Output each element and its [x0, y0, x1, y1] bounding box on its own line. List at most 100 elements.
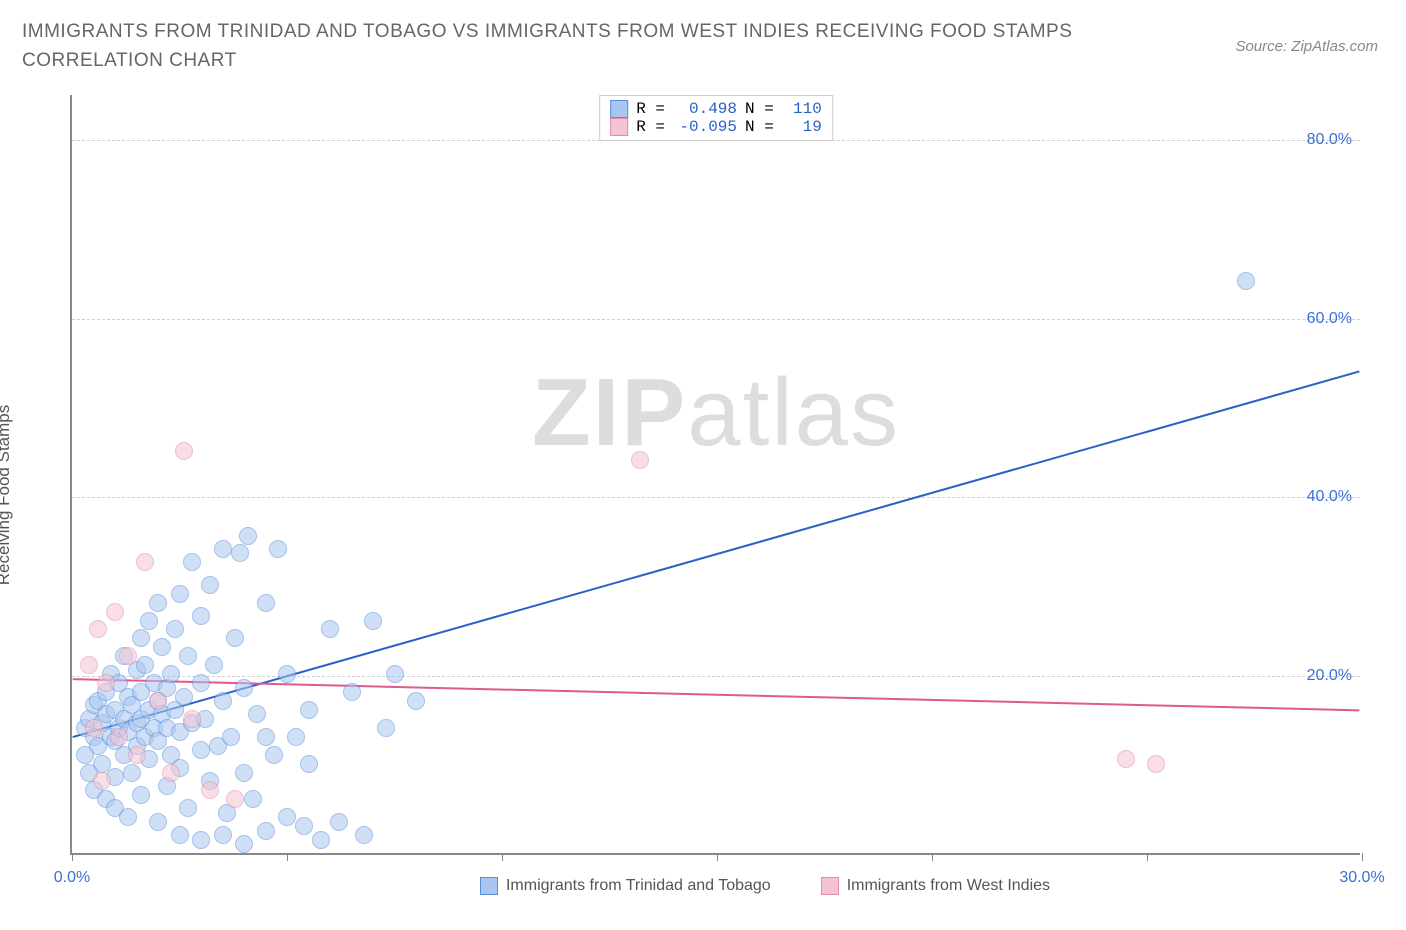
data-point: [153, 638, 171, 656]
data-point: [123, 764, 141, 782]
y-tick-label: 20.0%: [1307, 667, 1352, 685]
r-label-1: R =: [636, 100, 665, 118]
data-point: [132, 786, 150, 804]
trend-line: [73, 371, 1360, 737]
y-tick-label: 80.0%: [1307, 131, 1352, 149]
data-point: [192, 607, 210, 625]
r-value-1: 0.498: [673, 100, 737, 118]
x-tick: [1362, 853, 1363, 861]
data-point: [162, 764, 180, 782]
data-point: [80, 656, 98, 674]
swatch-series-2: [610, 118, 628, 136]
data-point: [226, 790, 244, 808]
data-point: [1117, 750, 1135, 768]
data-point: [257, 728, 275, 746]
data-point: [192, 741, 210, 759]
data-point: [171, 826, 189, 844]
plot-area: ZIPatlas R = 0.498 N = 110 R = -0.095 N …: [70, 95, 1360, 855]
x-tick-label: 30.0%: [1339, 869, 1384, 887]
r-label-2: R =: [636, 118, 665, 136]
legend-label-1: Immigrants from Trinidad and Tobago: [506, 877, 771, 895]
legend-item-2: Immigrants from West Indies: [821, 877, 1050, 895]
data-point: [226, 629, 244, 647]
r-value-2: -0.095: [673, 118, 737, 136]
data-point: [119, 647, 137, 665]
data-point: [235, 679, 253, 697]
legend-label-2: Immigrants from West Indies: [847, 877, 1050, 895]
data-point: [132, 629, 150, 647]
data-point: [201, 781, 219, 799]
n-label-1: N =: [745, 100, 774, 118]
x-tick: [502, 853, 503, 861]
chart-title: IMMIGRANTS FROM TRINIDAD AND TOBAGO VS I…: [22, 18, 1122, 75]
data-point: [166, 620, 184, 638]
x-tick: [717, 853, 718, 861]
data-point: [278, 665, 296, 683]
data-point: [295, 817, 313, 835]
data-point: [214, 692, 232, 710]
data-point: [287, 728, 305, 746]
y-axis-title: Receiving Food Stamps: [0, 405, 14, 585]
data-point: [149, 692, 167, 710]
data-point: [257, 822, 275, 840]
data-point: [244, 790, 262, 808]
data-point: [175, 442, 193, 460]
data-point: [355, 826, 373, 844]
data-point: [183, 710, 201, 728]
data-point: [343, 683, 361, 701]
source-label: Source: ZipAtlas.com: [1235, 38, 1378, 55]
data-point: [377, 719, 395, 737]
data-point: [257, 594, 275, 612]
data-point: [239, 527, 257, 545]
n-label-2: N =: [745, 118, 774, 136]
data-point: [179, 647, 197, 665]
stats-row-1: R = 0.498 N = 110: [610, 100, 822, 118]
data-point: [269, 540, 287, 558]
y-tick-label: 40.0%: [1307, 488, 1352, 506]
n-value-2: 19: [782, 118, 822, 136]
stats-row-2: R = -0.095 N = 19: [610, 118, 822, 136]
data-point: [128, 746, 146, 764]
x-tick: [287, 853, 288, 861]
data-point: [136, 656, 154, 674]
data-point: [140, 612, 158, 630]
data-point: [119, 808, 137, 826]
data-point: [205, 656, 223, 674]
data-point: [231, 544, 249, 562]
x-tick: [932, 853, 933, 861]
data-point: [201, 576, 219, 594]
data-point: [300, 755, 318, 773]
y-tick-label: 60.0%: [1307, 310, 1352, 328]
data-point: [76, 746, 94, 764]
data-point: [89, 620, 107, 638]
x-tick-label: 0.0%: [54, 869, 90, 887]
data-point: [85, 719, 103, 737]
data-point: [106, 603, 124, 621]
data-point: [136, 553, 154, 571]
data-point: [93, 772, 111, 790]
data-point: [175, 688, 193, 706]
legend-swatch-2: [821, 877, 839, 895]
data-point: [321, 620, 339, 638]
chart-container: Receiving Food Stamps ZIPatlas R = 0.498…: [22, 95, 1382, 895]
data-point: [235, 835, 253, 853]
data-point: [110, 728, 128, 746]
data-point: [192, 674, 210, 692]
bottom-legend: Immigrants from Trinidad and Tobago Immi…: [120, 877, 1406, 895]
trend-line: [73, 679, 1360, 710]
data-point: [235, 764, 253, 782]
data-point: [248, 705, 266, 723]
x-tick: [1147, 853, 1148, 861]
data-point: [1237, 272, 1255, 290]
data-point: [386, 665, 404, 683]
data-point: [183, 553, 201, 571]
data-point: [192, 831, 210, 849]
data-point: [364, 612, 382, 630]
data-point: [300, 701, 318, 719]
data-point: [631, 451, 649, 469]
x-tick: [72, 853, 73, 861]
data-point: [97, 674, 115, 692]
data-point: [214, 826, 232, 844]
data-point: [312, 831, 330, 849]
legend-swatch-1: [480, 877, 498, 895]
